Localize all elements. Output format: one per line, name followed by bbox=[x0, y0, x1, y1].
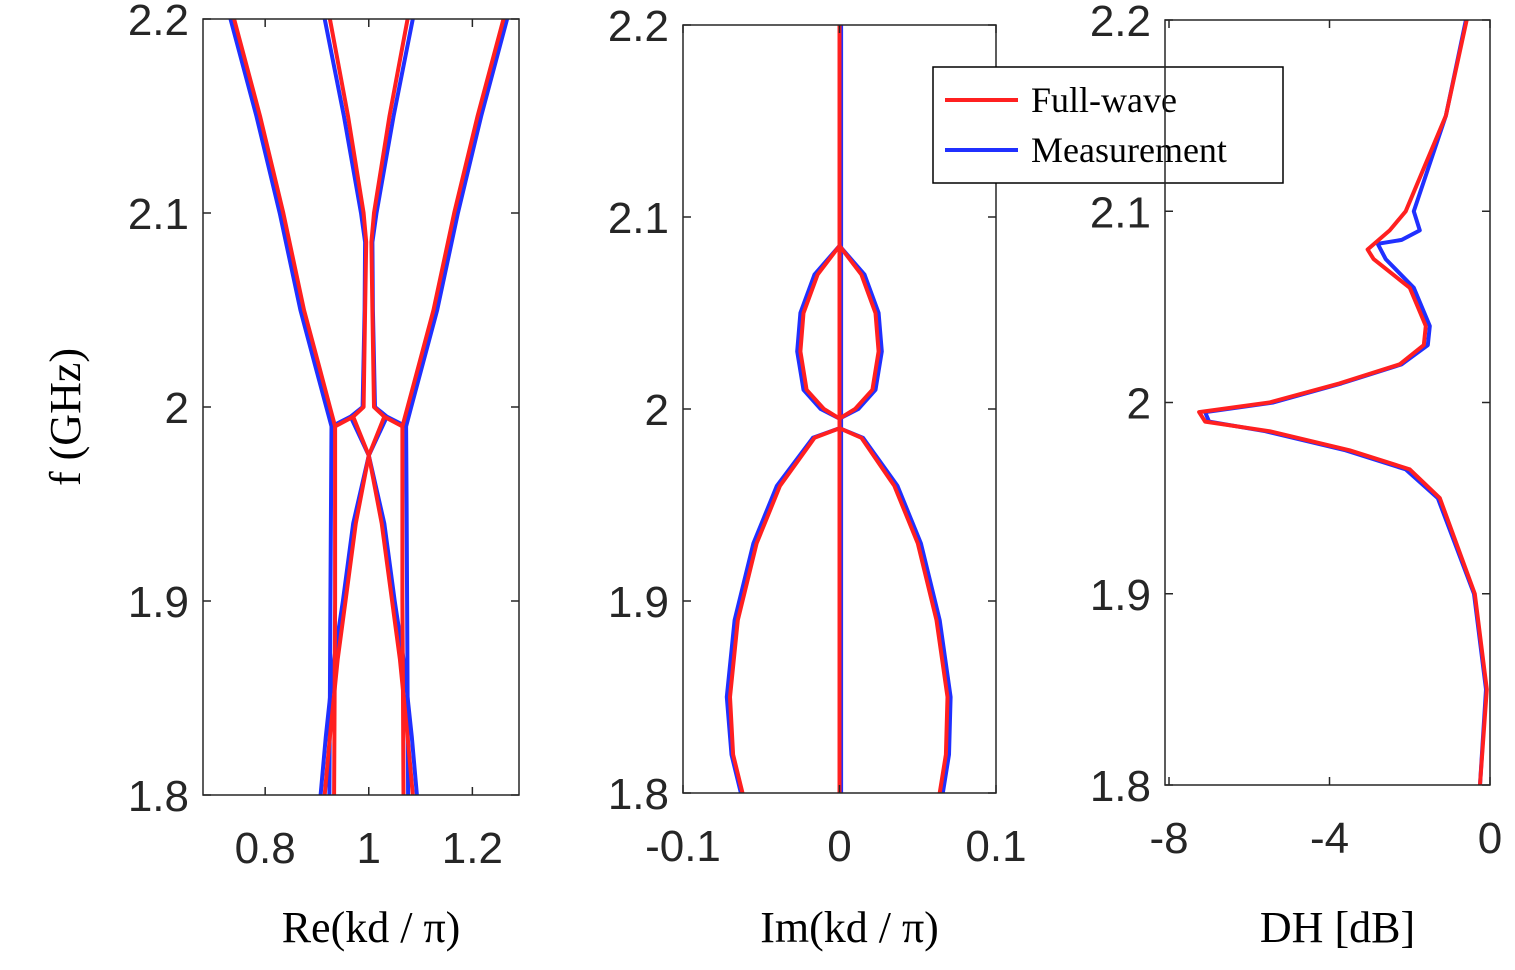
data-line bbox=[322, 415, 387, 796]
data-line bbox=[798, 244, 842, 421]
x-tick-label: 1.2 bbox=[442, 824, 503, 873]
y-tick-label: 2.2 bbox=[1090, 0, 1151, 46]
data-line bbox=[404, 18, 510, 796]
data-line bbox=[228, 18, 334, 796]
x-axis-label: Im(kd / π) bbox=[760, 903, 939, 952]
y-tick-label: 1.9 bbox=[608, 578, 669, 627]
x-tick-label: -8 bbox=[1149, 814, 1188, 863]
y-tick-label: 1.8 bbox=[1090, 762, 1151, 811]
y-tick-label: 1.8 bbox=[608, 770, 669, 819]
data-line bbox=[795, 244, 842, 421]
y-tick-label: 1.9 bbox=[1090, 571, 1151, 620]
legend-box bbox=[932, 66, 1284, 184]
data-line bbox=[322, 18, 368, 429]
x-tick-label: 0.8 bbox=[235, 824, 296, 873]
data-line bbox=[327, 18, 369, 429]
x-tick-label: 0 bbox=[827, 822, 851, 871]
x-axis-label: Re(kd / π) bbox=[282, 903, 461, 952]
y-tick-label: 2 bbox=[645, 386, 669, 435]
data-line bbox=[838, 426, 950, 794]
y-tick-label: 2.1 bbox=[1090, 188, 1151, 237]
y-tick-label: 2 bbox=[1127, 380, 1151, 429]
data-line bbox=[728, 426, 841, 794]
data-line bbox=[837, 244, 881, 421]
y-axis-label: f (GHz) bbox=[41, 348, 90, 486]
x-tick-label: 1 bbox=[357, 824, 381, 873]
y-tick-label: 2 bbox=[165, 384, 189, 433]
data-line bbox=[370, 18, 415, 429]
data-line bbox=[232, 18, 338, 796]
x-axis-label: DH [dB] bbox=[1260, 903, 1415, 952]
y-tick-label: 1.9 bbox=[128, 578, 189, 627]
y-tick-label: 1.8 bbox=[128, 772, 189, 821]
y-tick-label: 2.2 bbox=[608, 2, 669, 51]
legend-label: Full-wave bbox=[1031, 80, 1177, 120]
data-line bbox=[837, 244, 884, 421]
y-tick-label: 2.1 bbox=[608, 194, 669, 243]
data-line bbox=[400, 18, 506, 796]
x-tick-label: 0.1 bbox=[965, 822, 1026, 871]
data-line bbox=[1197, 19, 1489, 786]
legend-label: Measurement bbox=[1031, 130, 1227, 170]
data-line bbox=[369, 18, 410, 429]
x-tick-label: 0 bbox=[1478, 814, 1502, 863]
y-tick-label: 2.1 bbox=[128, 190, 189, 239]
x-tick-label: -0.1 bbox=[645, 822, 721, 871]
y-tick-label: 2.2 bbox=[128, 0, 189, 45]
x-tick-label: -4 bbox=[1310, 814, 1349, 863]
